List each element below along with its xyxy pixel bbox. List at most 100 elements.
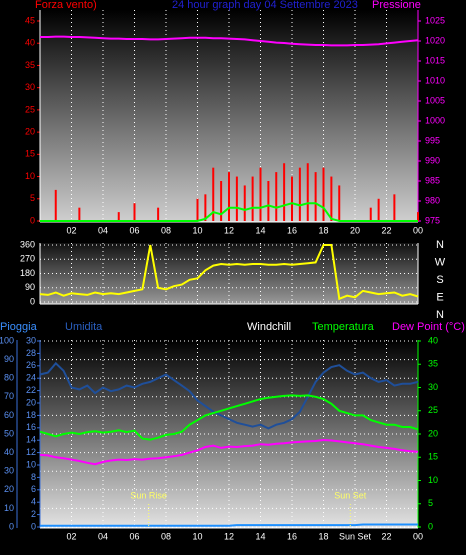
bar (283, 163, 286, 221)
y-tick-label: 15 (25, 149, 35, 159)
y-tick-label: 45 (25, 15, 35, 25)
series-line (40, 202, 418, 222)
y-tick-label: 90 (4, 354, 14, 364)
bar (369, 207, 372, 221)
bar (117, 212, 120, 221)
y3-tick-label: 20 (26, 397, 36, 407)
x-tick-label: 18 (318, 531, 328, 541)
x-tick-label: 18 (318, 225, 328, 235)
y-axis-title: Forza vento) (35, 0, 97, 11)
x-tick-label: 16 (287, 225, 297, 235)
bar (157, 207, 160, 221)
chart-title: 24 hour graph day 04 Settembre 2023 (172, 0, 358, 11)
bar (220, 181, 223, 221)
y-tick-label: 40 (25, 38, 35, 48)
y2-tick-label: 990 (425, 155, 440, 165)
bar (251, 176, 254, 221)
direction-label: E (436, 291, 443, 303)
legend-entry: Temperatura (312, 321, 375, 333)
y-tick-label: 90 (25, 282, 35, 292)
y-tick-label: 80 (4, 373, 14, 383)
series-line (39, 244, 419, 301)
y-tick-label: 270 (20, 254, 35, 264)
x-tick-label: 22 (381, 531, 391, 541)
y2-tick-label: 40 (428, 335, 438, 345)
bar (338, 185, 341, 221)
y-tick-label: 0 (30, 215, 35, 225)
y-tick-label: 5 (30, 193, 35, 203)
bar (243, 185, 246, 221)
legend-entry: Windchill (247, 321, 291, 333)
x-tick-label: 14 (255, 531, 265, 541)
x-tick-label: 04 (98, 225, 108, 235)
y2-tick-label: 985 (425, 175, 440, 185)
y2-axis-title: Pressione (372, 0, 421, 11)
bar (204, 194, 207, 221)
x-tick-label: 14 (255, 225, 265, 235)
y2-tick-label: 995 (425, 135, 440, 145)
bar (133, 203, 136, 221)
y-tick-label: 180 (20, 268, 35, 278)
x-tick-label: 00 (413, 531, 423, 541)
y2-tick-label: 0 (428, 521, 433, 531)
y-tick-label: 10 (4, 503, 14, 513)
annotation: Sun Rise (130, 490, 167, 500)
annotation: Sun Set (334, 490, 367, 500)
direction-label: W (435, 256, 446, 268)
bar (306, 163, 309, 221)
bar (196, 198, 199, 221)
x-tick-label: 12 (224, 531, 234, 541)
y3-tick-label: 26 (26, 360, 36, 370)
y2-tick-label: 20 (428, 428, 438, 438)
y2-tick-label: 35 (428, 359, 438, 369)
bar (228, 172, 230, 221)
y3-tick-label: 22 (26, 385, 36, 395)
y2-tick-label: 1000 (425, 115, 445, 125)
bar (330, 176, 333, 221)
y-tick-label: 70 (4, 391, 14, 401)
y3-tick-label: 18 (26, 410, 36, 420)
y2-tick-label: 975 (425, 215, 440, 225)
y-tick-label: 30 (25, 82, 35, 92)
y3-tick-label: 0 (31, 521, 36, 531)
bar (275, 172, 278, 221)
y3-tick-label: 10 (26, 459, 36, 469)
bar (314, 172, 317, 221)
direction-label: N (436, 239, 444, 251)
y2-tick-label: 1025 (425, 15, 445, 25)
y3-tick-label: 24 (26, 373, 36, 383)
y2-tick-label: 30 (428, 382, 438, 392)
y3-tick-label: 28 (26, 348, 36, 358)
y2-tick-label: 1005 (425, 95, 445, 105)
x-tick-label: 02 (66, 225, 76, 235)
y3-tick-label: 30 (26, 335, 36, 345)
y3-tick-label: 16 (26, 422, 36, 432)
series-line (39, 394, 419, 441)
bar (322, 167, 325, 221)
series-line (39, 361, 419, 430)
x-tick-label: Sun Set (339, 531, 372, 541)
y-tick-label: 0 (30, 296, 35, 306)
y-tick-label: 20 (4, 484, 14, 494)
y2-tick-label: 1020 (425, 35, 445, 45)
y2-tick-label: 10 (428, 475, 438, 485)
y-tick-label: 100 (0, 335, 14, 345)
legend-entry: Dew Point (°C) (392, 321, 465, 333)
y2-tick-label: 5 (428, 498, 433, 508)
bar (235, 176, 238, 221)
direction-label: S (436, 274, 443, 286)
y-tick-label: 40 (4, 447, 14, 457)
x-tick-label: 08 (161, 531, 171, 541)
y3-tick-label: 8 (31, 472, 36, 482)
bar (393, 194, 396, 221)
bar (377, 198, 380, 221)
y-tick-label: 35 (25, 60, 35, 70)
y-tick-label: 25 (25, 104, 35, 114)
bar (291, 176, 293, 221)
y-tick-label: 0 (9, 521, 14, 531)
bar (417, 212, 419, 221)
bar (212, 167, 215, 221)
y2-tick-label: 1010 (425, 75, 445, 85)
